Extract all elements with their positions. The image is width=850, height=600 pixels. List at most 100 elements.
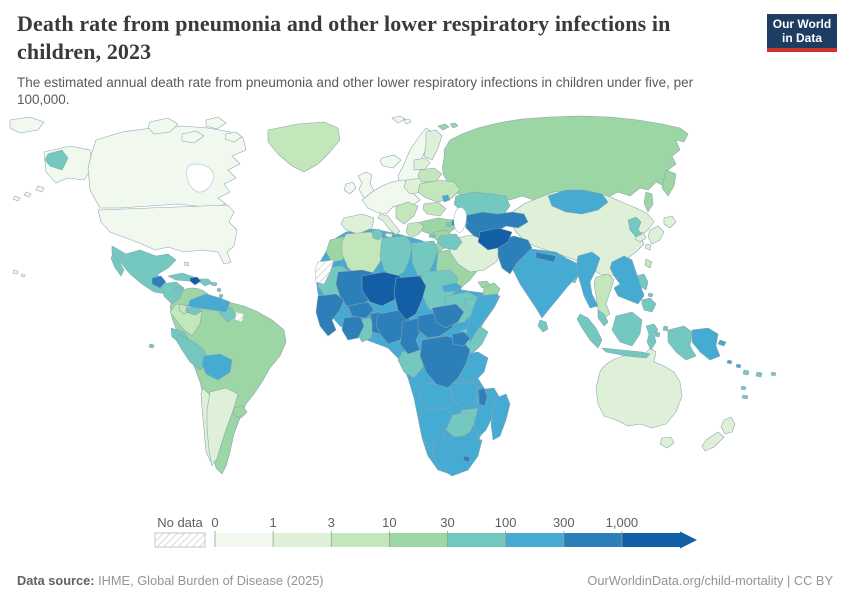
- region-peru[interactable]: [175, 333, 209, 371]
- region-iberia[interactable]: [340, 213, 375, 235]
- region-romania[interactable]: [422, 201, 447, 217]
- region-somalia[interactable]: [465, 293, 499, 343]
- chart-title: Death rate from pneumonia and other lowe…: [17, 11, 671, 64]
- region-ireland[interactable]: [343, 181, 357, 195]
- region-venezuela[interactable]: [187, 293, 231, 313]
- chart-footer: Data source: IHME, Global Burden of Dise…: [17, 573, 833, 588]
- region-eritrea[interactable]: [441, 282, 463, 293]
- region-uae[interactable]: [477, 280, 491, 289]
- region-japan[interactable]: [644, 215, 677, 251]
- region-haiti[interactable]: [189, 276, 202, 286]
- legend-tick-6: 300: [553, 515, 575, 530]
- region-bolivia[interactable]: [201, 353, 233, 381]
- region-western-sahara-nodata[interactable]: [314, 259, 335, 285]
- region-moldova[interactable]: [441, 194, 451, 203]
- region-mongolia[interactable]: [547, 189, 609, 215]
- region-sumatra[interactable]: [576, 313, 603, 349]
- data-source: Data source: IHME, Global Burden of Dise…: [17, 573, 324, 588]
- legend-tick-0: 0: [211, 515, 218, 530]
- region-greece[interactable]: [405, 221, 425, 239]
- legend-tick-5: 100: [495, 515, 517, 530]
- region-new-zealand[interactable]: [701, 416, 736, 452]
- chart-subtitle: The estimated annual death rate from pne…: [17, 75, 694, 107]
- region-papua-new-guinea[interactable]: [691, 327, 721, 361]
- region-italy[interactable]: [377, 213, 401, 236]
- region-ukraine[interactable]: [417, 179, 461, 203]
- region-chukotka-patch[interactable]: [44, 149, 69, 171]
- legend-seg-6: [563, 533, 622, 547]
- region-argentina[interactable]: [206, 387, 239, 467]
- region-belarus[interactable]: [417, 167, 443, 183]
- region-french-guiana-nodata[interactable]: [234, 311, 245, 323]
- attribution-link[interactable]: OurWorldinData.org/child-mortality | CC …: [587, 573, 833, 588]
- region-libya[interactable]: [379, 235, 413, 279]
- region-canada[interactable]: [87, 125, 247, 209]
- region-greenland[interactable]: [267, 121, 341, 173]
- region-baltics[interactable]: [413, 157, 431, 171]
- region-fiji: [742, 369, 777, 378]
- region-chukotka-wrap[interactable]: [9, 116, 45, 134]
- owid-logo[interactable]: Our World in Data: [767, 14, 837, 52]
- region-nepal[interactable]: [535, 251, 557, 263]
- region-south-africa[interactable]: [432, 435, 483, 477]
- region-uganda[interactable]: [451, 331, 471, 347]
- region-north-korea[interactable]: [627, 216, 643, 238]
- region-cyprus: [428, 233, 437, 239]
- region-thailand[interactable]: [593, 273, 615, 319]
- region-kamchatka[interactable]: [661, 169, 677, 197]
- region-indochina[interactable]: [609, 255, 645, 305]
- region-tunisia[interactable]: [371, 228, 384, 241]
- map-legend: No data 0 1 3 10 3: [154, 515, 697, 549]
- region-sri-lanka[interactable]: [537, 319, 549, 333]
- legend-seg-4: [447, 533, 506, 547]
- region-australia[interactable]: [595, 347, 683, 429]
- legend-arrow: [680, 531, 697, 549]
- region-guatemala[interactable]: [151, 275, 167, 289]
- region-taiwan[interactable]: [644, 258, 653, 269]
- region-madagascar[interactable]: [490, 393, 511, 441]
- region-south-sudan[interactable]: [431, 303, 465, 329]
- region-chad[interactable]: [393, 275, 427, 321]
- region-russia[interactable]: [442, 115, 689, 201]
- region-jamaica[interactable]: [173, 286, 183, 293]
- region-galapagos: [148, 343, 155, 349]
- hudson-bay: [186, 163, 215, 193]
- region-philippines[interactable]: [635, 273, 657, 313]
- region-java[interactable]: [601, 347, 651, 359]
- region-dominican-republic[interactable]: [199, 278, 213, 287]
- region-arctic-islands: [147, 116, 243, 144]
- data-source-value: IHME, Global Burden of Disease (2025): [98, 573, 324, 588]
- region-tasmania[interactable]: [659, 436, 675, 449]
- region-lesotho: [462, 455, 471, 463]
- region-senegal-guinea[interactable]: [315, 293, 345, 337]
- region-hawaii: [12, 269, 26, 278]
- region-india[interactable]: [507, 247, 585, 319]
- region-myanmar[interactable]: [575, 251, 601, 309]
- legend-tick-3: 10: [382, 515, 396, 530]
- region-malay-peninsula[interactable]: [597, 309, 609, 327]
- region-malawi[interactable]: [477, 387, 488, 407]
- region-zambia[interactable]: [449, 381, 481, 409]
- region-egypt[interactable]: [411, 240, 439, 277]
- region-uruguay[interactable]: [232, 405, 248, 419]
- region-balkans[interactable]: [395, 201, 419, 225]
- chart-header: Death rate from pneumonia and other lowe…: [17, 10, 747, 108]
- legend-ticks: [214, 531, 623, 547]
- region-pakistan[interactable]: [497, 235, 533, 275]
- region-sulawesi[interactable]: [645, 323, 659, 351]
- legend-tick-2: 3: [328, 515, 335, 530]
- region-west-papua[interactable]: [667, 325, 697, 361]
- region-finland[interactable]: [423, 129, 443, 161]
- region-iceland[interactable]: [379, 154, 402, 169]
- legend-seg-2: [331, 533, 390, 547]
- legend-seg-5: [505, 533, 564, 547]
- region-borneo[interactable]: [611, 311, 643, 347]
- region-usa[interactable]: [97, 204, 238, 265]
- region-iraq[interactable]: [436, 233, 463, 251]
- region-sakhalin[interactable]: [643, 191, 654, 213]
- region-south-america-base[interactable]: [169, 287, 287, 475]
- data-source-label: Data source:: [17, 573, 95, 588]
- region-niger[interactable]: [361, 271, 403, 307]
- region-afghanistan[interactable]: [477, 227, 513, 251]
